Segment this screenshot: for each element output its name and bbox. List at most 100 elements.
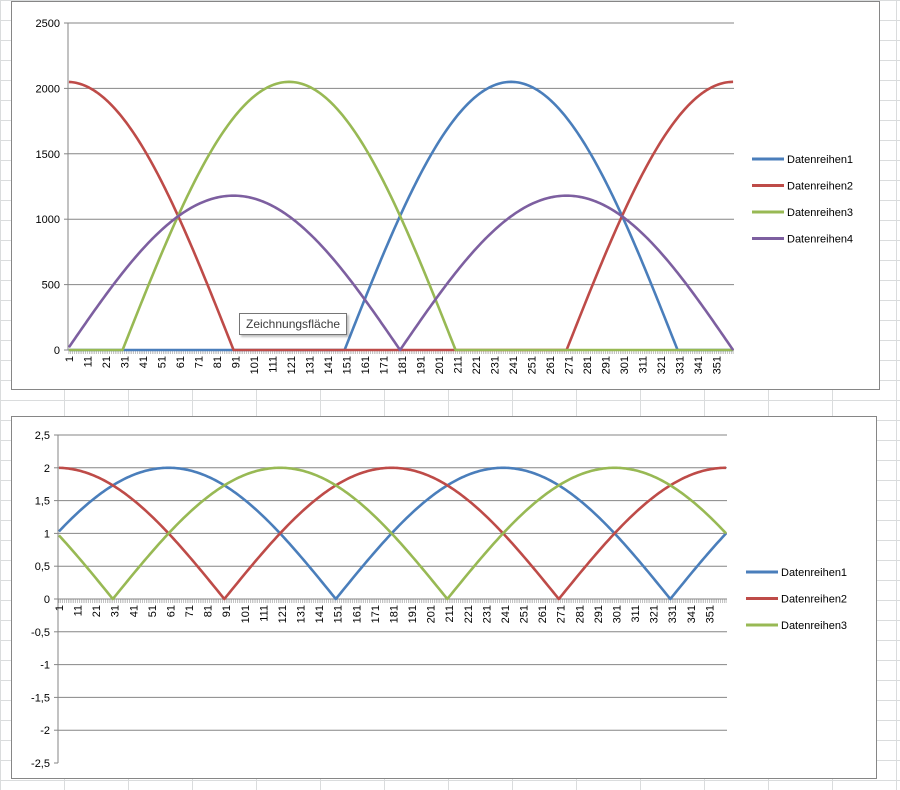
legend-entry-1: Datenreihen1 (781, 567, 847, 579)
x-tick-label: 291 (593, 605, 605, 623)
x-tick-label: 71 (193, 356, 205, 368)
x-tick-label: 11 (82, 356, 94, 367)
x-tick-label: 271 (556, 605, 568, 623)
x-tick-label: 41 (128, 605, 140, 617)
x-tick-label: 321 (656, 356, 668, 374)
x-tick-label: 191 (415, 356, 427, 374)
x-tick-label: 151 (333, 605, 345, 623)
y-tick-label: 2000 (36, 83, 60, 95)
y-tick-label: 2 (44, 463, 50, 475)
x-tick-label: 101 (240, 605, 252, 623)
x-tick-label: 301 (619, 356, 631, 374)
x-tick-label: 201 (434, 356, 446, 374)
y-tick-label: 0,5 (35, 561, 50, 573)
x-tick-label: 131 (296, 605, 308, 623)
legend-entry-2: Datenreihen2 (781, 594, 847, 606)
y-tick-label: -2,5 (31, 758, 50, 770)
x-tick-label: 301 (611, 605, 623, 623)
x-tick-label: 71 (184, 605, 196, 617)
series-line-2 (58, 466, 727, 601)
x-tick-label: 241 (500, 605, 512, 623)
legend-entry-4: Datenreihen4 (787, 234, 853, 246)
x-tick-label: 81 (203, 605, 215, 617)
x-tick-label: 231 (481, 605, 493, 623)
x-tick-label: 11 (73, 605, 85, 616)
x-tick-label: 161 (360, 356, 372, 374)
y-tick-label: 1000 (36, 214, 60, 226)
legend: Datenreihen1 Datenreihen2 Datenreihen3 Date… (752, 154, 853, 246)
x-tick-label: 201 (426, 605, 438, 623)
x-tick-label: 211 (452, 356, 464, 374)
series-line-3 (57, 466, 728, 601)
legend-entry-1: Datenreihen1 (787, 154, 853, 166)
x-tick-label: 331 (667, 605, 679, 623)
x-tick-label: 251 (526, 356, 538, 374)
series-line-3 (68, 80, 734, 352)
x-tick-label: 1 (64, 356, 76, 362)
x-tick-label: 341 (686, 605, 698, 623)
x-tick-label: 161 (351, 605, 363, 623)
x-tick-label: 91 (230, 356, 242, 368)
x-tick-label: 141 (314, 605, 326, 623)
y-tick-label: 1,5 (35, 496, 50, 508)
x-tick-label: 271 (563, 356, 575, 374)
x-tick-label: 61 (165, 605, 177, 617)
series-line-4 (67, 194, 735, 352)
y-tick-label: -2 (40, 725, 50, 737)
x-tick-label: 31 (110, 605, 122, 617)
x-tick-label: 21 (101, 356, 113, 368)
x-tick-label: 1 (54, 605, 66, 611)
x-tick-label: 101 (249, 356, 261, 374)
chart-top[interactable]: 0 500 1000 1500 2000 2500 1 11 21 31 41 51 61 71 81 91 1… (11, 1, 880, 390)
y-tick-label: 2,5 (35, 430, 50, 442)
x-tick-label: 321 (649, 605, 661, 623)
x-tick-label: 21 (91, 605, 103, 617)
x-tick-label: 111 (258, 605, 270, 622)
x-tick-label: 291 (600, 356, 612, 374)
y-tick-label: 0 (54, 345, 60, 357)
x-tick-label: 41 (138, 356, 150, 368)
x-tick-label: 351 (704, 605, 716, 623)
x-tick-label: 261 (537, 605, 549, 623)
y-tick-label: 1 (44, 528, 50, 540)
x-tick-label: 121 (277, 605, 289, 623)
x-tick-label: 181 (397, 356, 409, 374)
x-tick-label: 141 (323, 356, 335, 374)
x-tick-label: 261 (545, 356, 557, 374)
x-tick-label: 221 (471, 356, 483, 374)
x-tick-label: 171 (378, 356, 390, 374)
x-tick-label: 211 (444, 605, 456, 623)
x-tick-label: 331 (674, 356, 686, 374)
x-tick-label: 241 (508, 356, 520, 374)
y-tick-label: 500 (42, 280, 60, 292)
x-tick-label: 61 (175, 356, 187, 368)
y-tick-label: 2500 (36, 18, 60, 30)
x-tick-label: 281 (582, 356, 594, 374)
y-tick-label: 0 (44, 594, 50, 606)
x-tick-label: 81 (212, 356, 224, 368)
legend-entry-3: Datenreihen3 (787, 207, 853, 219)
y-tick-label: -1 (40, 660, 50, 672)
y-tick-label: 1500 (36, 149, 60, 161)
chart-bottom-canvas: 2,521,510,50-0,5-1-1,5-2-2,51 11 21 31 41 51 6… (31, 430, 847, 770)
x-tick-label: 131 (304, 356, 316, 374)
legend: Datenreihen1 Datenreihen2 Datenreihen3 (746, 567, 847, 632)
y-tick-label: -0,5 (31, 627, 50, 639)
x-tick-label: 171 (370, 605, 382, 623)
legend-entry-2: Datenreihen2 (787, 181, 853, 193)
x-tick-label: 341 (693, 356, 705, 374)
x-tick-label: 231 (489, 356, 501, 374)
x-tick-label: 31 (119, 356, 131, 368)
legend-entry-3: Datenreihen3 (781, 620, 847, 632)
x-tick-label: 351 (711, 356, 723, 374)
x-tick-label: 251 (519, 605, 531, 623)
x-tick-label: 51 (147, 605, 159, 617)
x-tick-label: 121 (286, 356, 298, 374)
x-tick-label: 281 (574, 605, 586, 623)
x-tick-label: 111 (267, 356, 279, 373)
x-tick-label: 91 (221, 605, 233, 617)
tooltip-plot-area: Zeichnungsfläche (239, 313, 348, 335)
chart-bottom[interactable]: 2,5 2 1,5 1 0,5 0 -0,5 -1 -1,5 -2 -2,5 1 11 21 31 41 51 6… (11, 416, 877, 779)
x-tick-label: 311 (637, 356, 649, 374)
